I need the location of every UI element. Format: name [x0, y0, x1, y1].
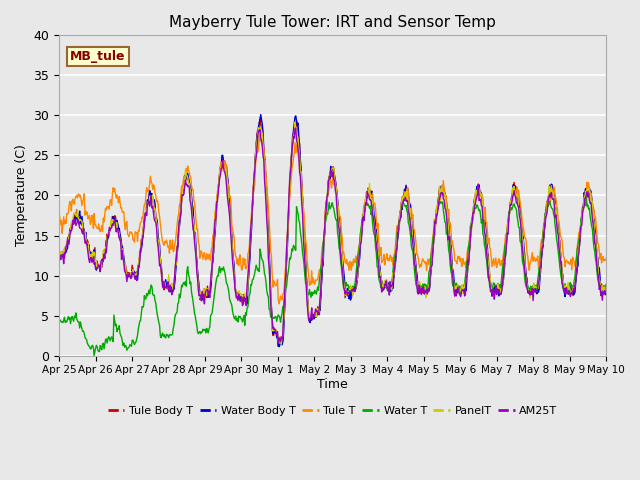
- Water Body T: [177, 209, 185, 215]
- Water T: [400, 201, 408, 206]
- Tule Body T: [177, 208, 185, 214]
- AM25T: [401, 198, 408, 204]
- Tule T: [206, 255, 214, 261]
- PanelT: [177, 205, 185, 211]
- Water Body T: [122, 266, 129, 272]
- Line: Water Body T: Water Body T: [59, 115, 606, 347]
- Line: PanelT: PanelT: [59, 122, 606, 344]
- X-axis label: Time: Time: [317, 378, 348, 391]
- Water Body T: [206, 290, 214, 296]
- Tule T: [255, 133, 263, 139]
- Tule Body T: [65, 233, 73, 239]
- Tule Body T: [55, 246, 63, 252]
- PanelT: [291, 119, 299, 125]
- PanelT: [55, 258, 63, 264]
- PanelT: [278, 341, 285, 347]
- Tule T: [177, 191, 185, 197]
- Tule T: [55, 210, 63, 216]
- Water Body T: [257, 112, 264, 118]
- Tule Body T: [417, 284, 424, 290]
- Water T: [207, 313, 214, 319]
- Title: Mayberry Tule Tower: IRT and Sensor Temp: Mayberry Tule Tower: IRT and Sensor Temp: [169, 15, 496, 30]
- PanelT: [122, 261, 129, 267]
- AM25T: [292, 125, 300, 131]
- PanelT: [401, 194, 408, 200]
- AM25T: [602, 290, 610, 296]
- Tule T: [602, 256, 610, 262]
- AM25T: [206, 295, 214, 300]
- Water Body T: [401, 186, 408, 192]
- Tule T: [65, 204, 73, 209]
- AM25T: [55, 251, 63, 257]
- Water T: [582, 194, 590, 200]
- AM25T: [177, 210, 185, 216]
- Water T: [65, 316, 73, 322]
- Water Body T: [417, 287, 424, 293]
- Water T: [416, 282, 424, 288]
- Water Body T: [275, 344, 283, 349]
- Tule Body T: [401, 191, 408, 197]
- Water Body T: [65, 236, 73, 241]
- AM25T: [65, 241, 73, 247]
- AM25T: [417, 287, 424, 293]
- Tule Body T: [275, 344, 282, 349]
- Water Body T: [602, 290, 610, 296]
- Y-axis label: Temperature (C): Temperature (C): [15, 144, 28, 246]
- Tule Body T: [256, 117, 264, 122]
- Tule T: [275, 301, 283, 307]
- Text: MB_tule: MB_tule: [70, 50, 125, 63]
- Tule Body T: [206, 287, 214, 292]
- PanelT: [417, 286, 424, 291]
- Water T: [122, 343, 130, 349]
- Tule Body T: [122, 262, 129, 267]
- Line: AM25T: AM25T: [59, 128, 606, 343]
- Tule Body T: [602, 283, 610, 288]
- PanelT: [65, 233, 73, 239]
- Tule T: [122, 227, 129, 232]
- Line: Tule T: Tule T: [59, 136, 606, 304]
- Water T: [602, 281, 610, 287]
- Line: Tule Body T: Tule Body T: [59, 120, 606, 347]
- Line: Water T: Water T: [59, 197, 606, 356]
- AM25T: [122, 269, 129, 275]
- PanelT: [602, 289, 610, 295]
- Tule T: [401, 189, 408, 195]
- Tule T: [417, 262, 424, 267]
- Legend: Tule Body T, Water Body T, Tule T, Water T, PanelT, AM25T: Tule Body T, Water Body T, Tule T, Water…: [104, 402, 562, 420]
- Water T: [178, 282, 186, 288]
- AM25T: [275, 340, 282, 346]
- PanelT: [206, 288, 214, 294]
- Water T: [55, 317, 63, 323]
- Water T: [90, 353, 98, 359]
- Water Body T: [55, 257, 63, 263]
